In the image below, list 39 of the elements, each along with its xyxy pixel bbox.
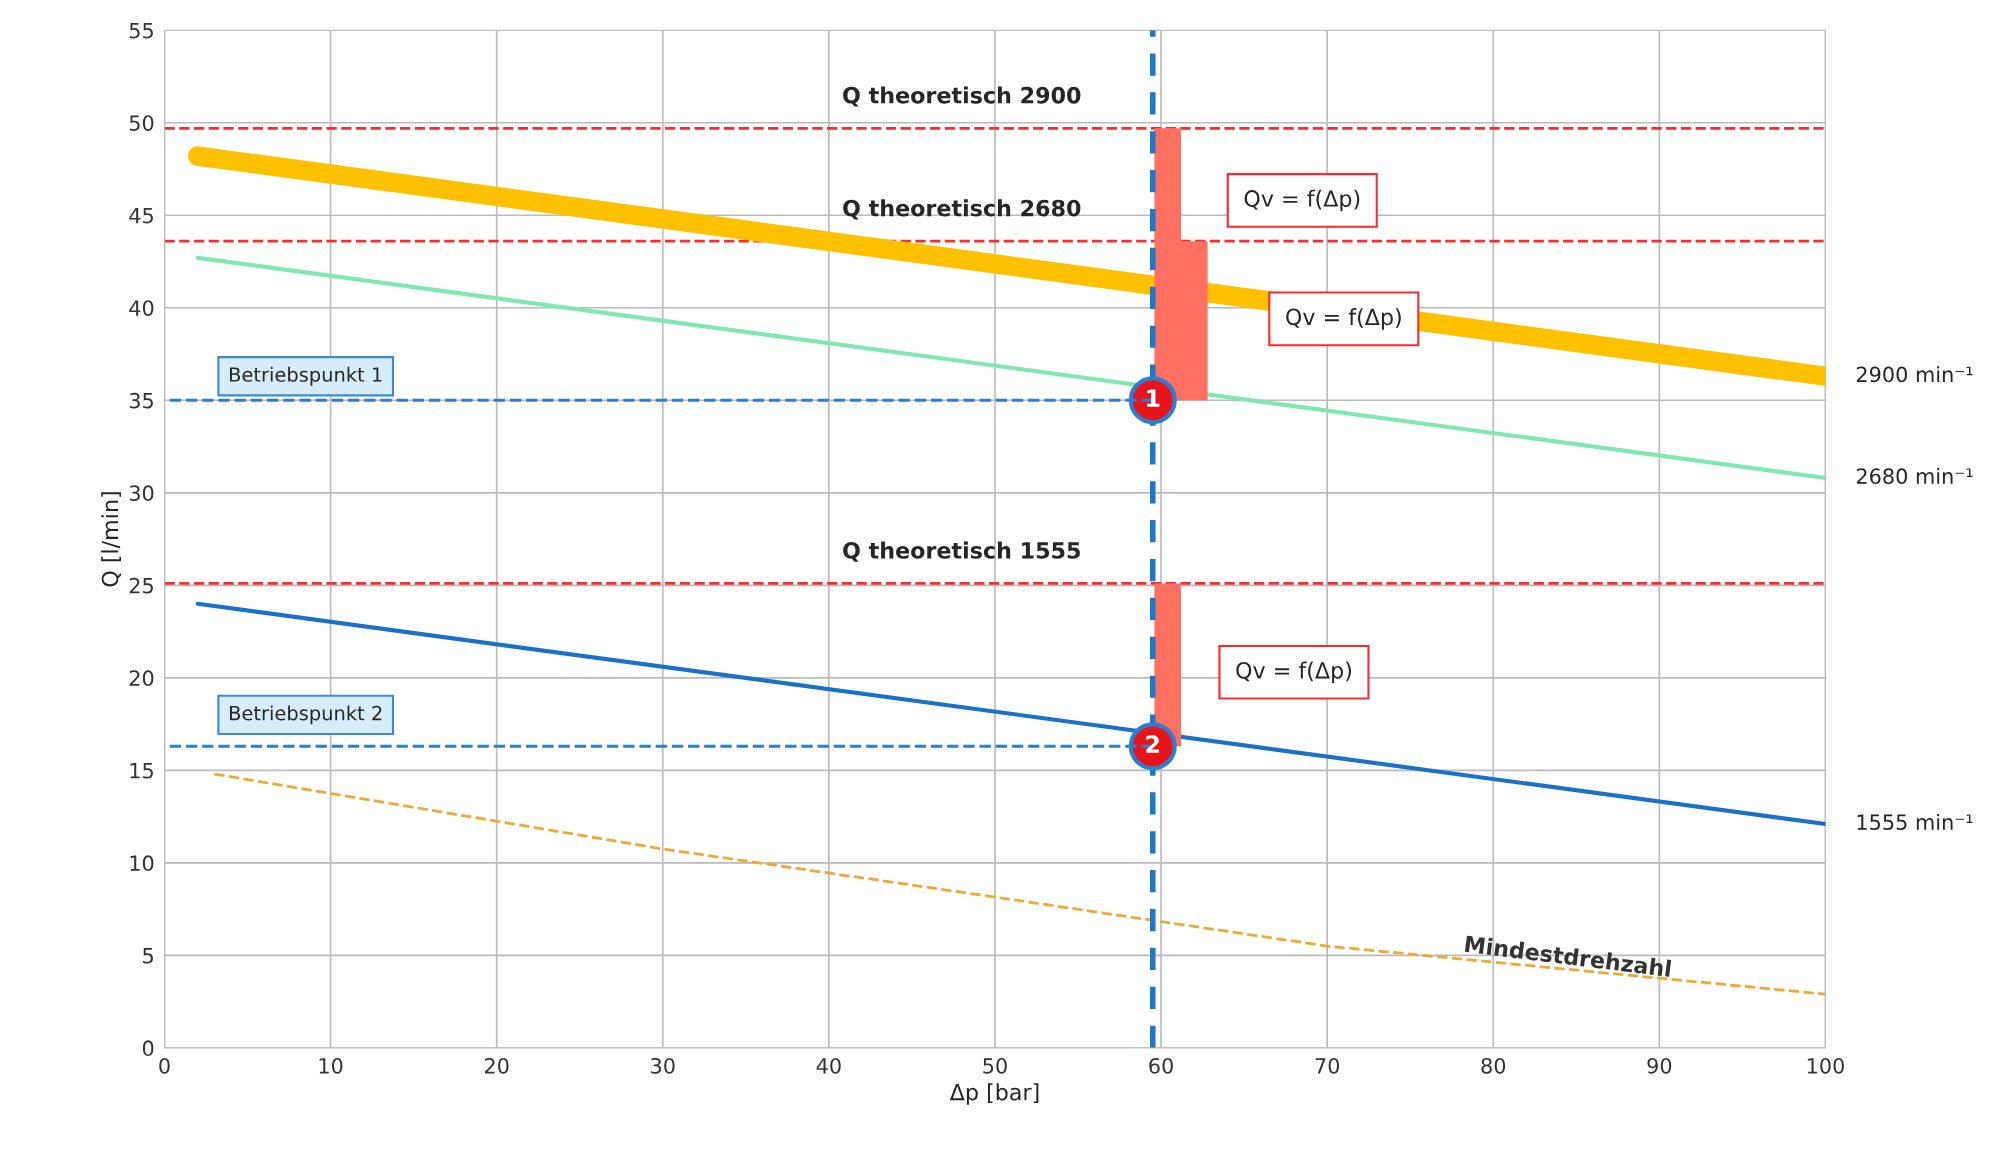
x-tick-label: 30 — [651, 1057, 675, 1074]
x-tick-label: 70 — [1315, 1057, 1340, 1074]
y-tick-label: 40 — [129, 300, 154, 316]
annotation: Betriebspunkt 1 — [229, 366, 382, 386]
x-tick-label: 10 — [319, 1057, 343, 1074]
y-tick-label: 0 — [142, 1040, 154, 1057]
annotation: Betriebspunkt 2 — [229, 705, 382, 725]
y-tick-label: 55 — [129, 22, 153, 39]
x-tick-label: 80 — [1481, 1057, 1506, 1074]
series-label: 1555 min⁻¹ — [1857, 813, 1973, 831]
y-tick-label: 50 — [129, 115, 154, 131]
x-axis-title: Δp [bar] — [949, 1083, 1039, 1105]
y-tick-label: 30 — [129, 485, 154, 502]
x-tick-label: 60 — [1149, 1057, 1173, 1074]
x-tick-label: 40 — [816, 1057, 841, 1074]
x-tick-label: 90 — [1647, 1057, 1672, 1074]
y-axis-title: Q [l/min] — [101, 492, 122, 587]
ref-line-label: Q theoretisch 1555 — [843, 541, 1080, 562]
series-label: 2 — [1146, 735, 1159, 753]
ref-line-label: Q theoretisch 2680 — [843, 199, 1081, 220]
y-tick-label: 35 — [129, 392, 153, 409]
annotation: Qv = f(Δp) — [1236, 661, 1351, 684]
line-series — [212, 772, 1826, 996]
x-tick-label: 20 — [484, 1057, 509, 1074]
x-tick-label: 0 — [159, 1057, 170, 1074]
series-label: 2900 min⁻¹ — [1856, 366, 1973, 383]
y-tick-label: 25 — [129, 577, 153, 594]
ref-line-label: Q theoretisch 2900 — [843, 86, 1081, 107]
y-tick-label: 45 — [129, 207, 153, 224]
series-label: 2680 min⁻¹ — [1856, 467, 1973, 485]
series-label: 1 — [1147, 389, 1160, 407]
y-tick-label: 15 — [130, 763, 153, 779]
annotation: Qv = f(Δp) — [1244, 189, 1360, 212]
y-tick-label: 10 — [130, 855, 154, 872]
y-tick-label: 20 — [129, 670, 154, 687]
x-tick-label: 50 — [983, 1057, 1007, 1074]
annotation: Qv = f(Δp) — [1286, 308, 1401, 330]
y-tick-label: 5 — [143, 948, 153, 964]
x-tick-label: 100 — [1807, 1057, 1844, 1074]
